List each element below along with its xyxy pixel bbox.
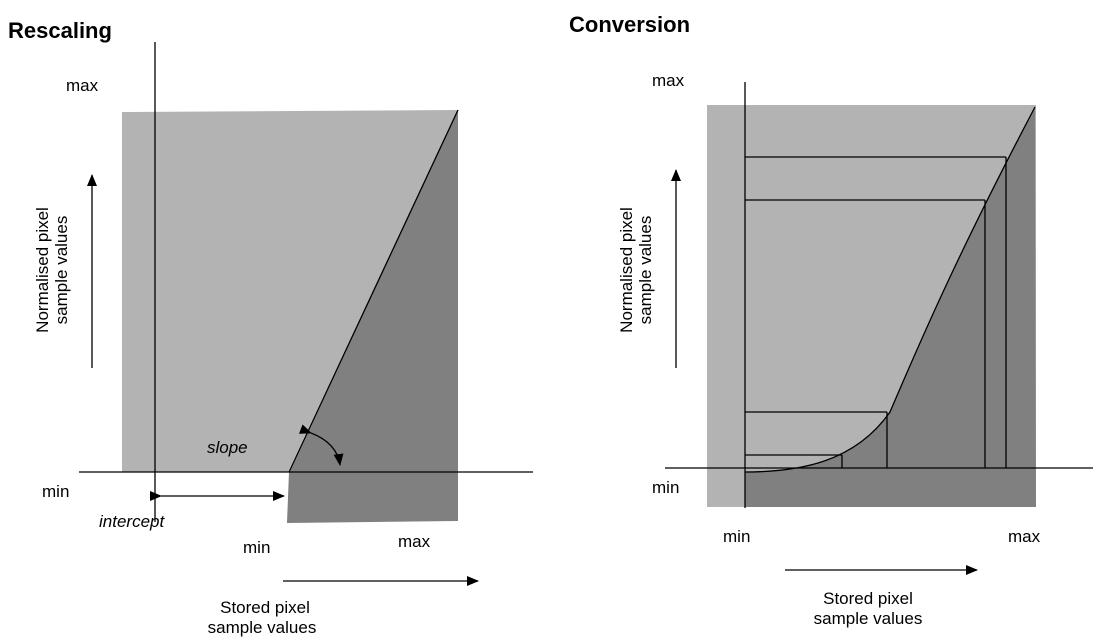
rescaling-x-axis-title-line2: sample values [208,618,317,637]
slope-label: slope [207,438,248,457]
conversion-y-axis-title-line2: sample values [636,216,655,325]
conversion-min-x-label: min [723,527,750,546]
rescaling-min-y-label: min [42,482,69,501]
rescaling-max-y-label: max [66,76,99,95]
conversion-max-x-label: max [1008,527,1041,546]
conversion-input-region [745,107,1036,507]
rescaling-output-region [122,110,458,472]
conversion-min-y-label: min [652,478,679,497]
conversion-x-axis-title-line1: Stored pixel [823,589,913,608]
conversion-y-axis-title-line1: Normalised pixel [617,207,636,333]
rescaling-slope-line [288,109,459,473]
rescaling-max-x-label: max [398,532,431,551]
slope-angle-arc [298,424,344,466]
conversion-panel: Conversion max min min max Stored pixel … [569,12,1093,628]
conversion-title: Conversion [569,12,690,37]
intercept-label: intercept [99,512,165,531]
rescaling-x-axis-title-line1: Stored pixel [220,598,310,617]
rescaling-title: Rescaling [8,18,112,43]
rescaling-input-region [287,110,458,523]
conversion-x-axis-title-line2: sample values [814,609,923,628]
rescaling-y-axis-title-line2: sample values [52,216,71,325]
rescaling-y-axis-title-line1: Normalised pixel [33,207,52,333]
rescaling-min-x-label: min [243,538,270,557]
conversion-max-y-label: max [652,71,685,90]
conversion-curve [744,106,1036,473]
rescaling-panel: Rescaling max min min max slope intercep… [8,18,533,637]
